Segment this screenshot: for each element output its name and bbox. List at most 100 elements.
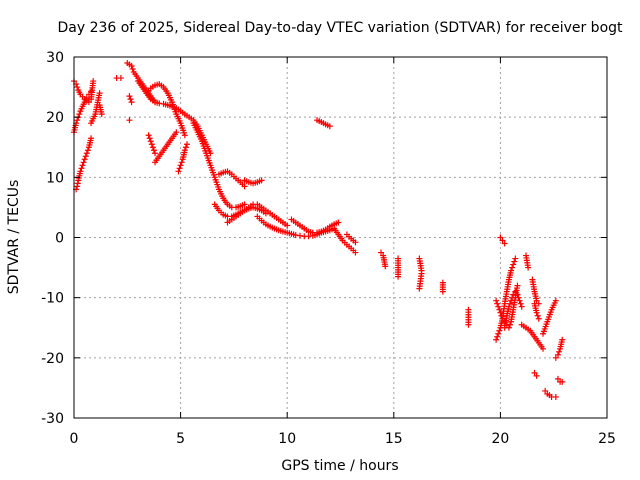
data-point: [335, 219, 342, 226]
data-point: [506, 300, 513, 307]
data-point: [284, 222, 291, 229]
series-arc-v: [314, 117, 333, 130]
data-point: [559, 378, 566, 385]
series-arc-u: [288, 216, 342, 236]
data-point: [497, 234, 504, 241]
data-point: [554, 375, 561, 382]
data-point: [378, 249, 385, 256]
data-point: [84, 147, 91, 154]
x-tick-label: 10: [278, 431, 296, 447]
grid-lines: [74, 57, 607, 418]
series-arc-ab: [439, 279, 446, 295]
data-point: [494, 333, 501, 340]
data-point: [509, 264, 516, 271]
data-point: [496, 306, 503, 313]
x-tick-label: 15: [385, 431, 403, 447]
series-arc-m: [152, 129, 180, 166]
series-arc-e: [96, 102, 105, 118]
series-arc-s: [241, 177, 265, 187]
data-point: [559, 336, 566, 343]
data-point: [514, 282, 521, 289]
series-arc-aa: [416, 255, 425, 292]
data-point: [498, 312, 505, 319]
data-point: [465, 321, 472, 328]
series-arc-n: [175, 141, 190, 175]
data-point: [80, 159, 87, 166]
data-point: [74, 117, 81, 124]
data-point: [79, 162, 86, 169]
data-point: [128, 99, 135, 106]
y-tick-label: 20: [46, 110, 64, 126]
data-point: [495, 330, 502, 337]
x-axis-label: GPS time / hours: [281, 458, 398, 474]
series-arc-h: [126, 93, 135, 106]
data-point: [499, 237, 506, 244]
data-point: [531, 369, 538, 376]
series-arc-f: [113, 75, 124, 82]
y-tick-label: -20: [41, 351, 64, 367]
data-point: [499, 315, 506, 322]
data-point: [74, 84, 81, 91]
data-point: [493, 336, 500, 343]
data-point: [147, 138, 154, 145]
series-arc-ah: [518, 321, 547, 352]
x-tick-label: 25: [598, 431, 616, 447]
data-point: [506, 321, 513, 328]
y-tick-label: 0: [55, 231, 64, 247]
data-point: [149, 144, 156, 151]
data-point: [126, 117, 133, 124]
data-point: [515, 294, 522, 301]
data-point: [509, 294, 516, 301]
data-point: [183, 141, 190, 148]
data-point: [181, 132, 188, 139]
data-point: [173, 129, 180, 136]
data-point: [241, 201, 248, 208]
series-arc-k: [143, 81, 188, 139]
data-point: [326, 123, 333, 130]
data-point: [83, 94, 90, 101]
data-point: [152, 150, 159, 157]
data-point: [90, 78, 97, 85]
data-point: [497, 309, 504, 316]
series-arc-ap: [554, 375, 566, 385]
data-point: [554, 351, 561, 358]
data-point: [352, 249, 359, 256]
data-point: [177, 162, 184, 169]
data-point: [552, 393, 559, 400]
data-point: [182, 144, 189, 151]
data-point: [505, 303, 512, 310]
data-point: [533, 297, 540, 304]
data-point: [512, 255, 519, 262]
data-point: [181, 147, 188, 154]
data-point: [176, 165, 183, 172]
data-point: [126, 93, 133, 100]
data-point: [514, 291, 521, 298]
data-point: [148, 141, 155, 148]
series-arc-y: [378, 249, 389, 270]
series-arc-an: [542, 387, 559, 400]
data-point: [493, 297, 500, 304]
series-arc-ai: [522, 252, 532, 271]
data-point: [129, 66, 136, 73]
data-point: [382, 263, 389, 270]
series-arc-p: [215, 168, 248, 190]
axis-ticks: 0 5 10 15 20 25 -30 -20 -10 0 10 20 30: [41, 50, 616, 447]
data-point: [96, 90, 103, 97]
series-arc-w: [331, 225, 359, 256]
y-axis-label: SDTVAR / TECUs: [6, 180, 22, 295]
data-point: [395, 273, 402, 280]
data-point: [540, 345, 547, 352]
series-arc-am: [540, 297, 559, 337]
data-point: [145, 132, 152, 139]
series-arc-ao: [552, 336, 566, 361]
series-arc-c: [73, 135, 95, 193]
data-point: [128, 63, 135, 70]
x-tick-label: 5: [176, 431, 185, 447]
y-tick-label: -10: [41, 291, 64, 307]
data-point: [517, 300, 524, 307]
series-arc-ae: [493, 255, 519, 343]
series-arc-ad: [497, 234, 508, 247]
data-point: [81, 156, 88, 163]
